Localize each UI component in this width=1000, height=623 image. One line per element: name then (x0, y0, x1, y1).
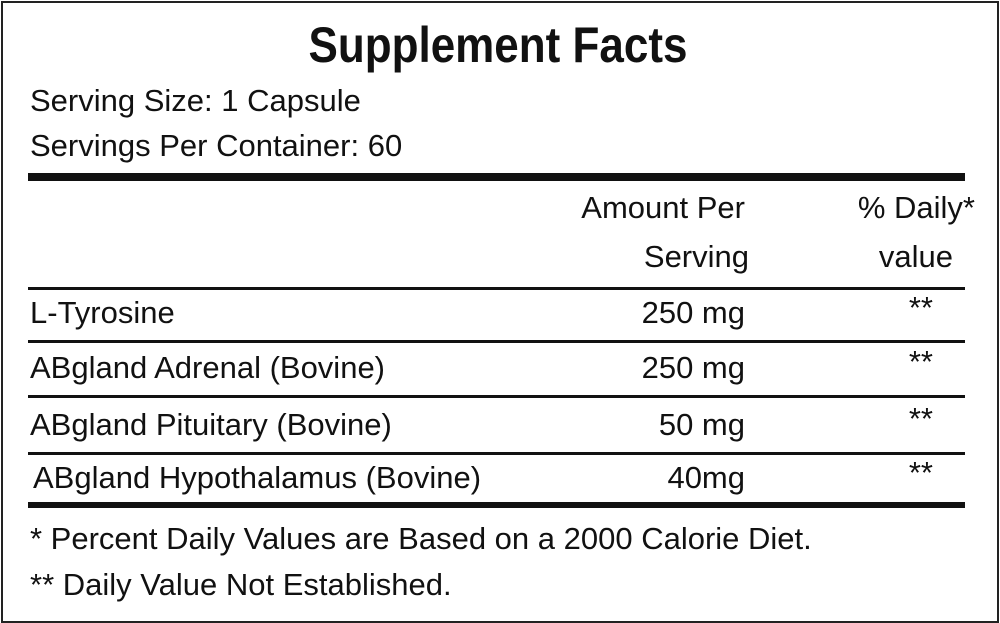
footnote-not-established: ** Daily Value Not Established. (30, 567, 452, 602)
ingredient-name: ABgland Adrenal (Bovine) (30, 350, 386, 385)
ingredient-dv: ** (908, 290, 933, 325)
ingredient-dv: ** (908, 455, 933, 490)
thick-divider (28, 173, 965, 181)
ingredient-name: ABgland Pituitary (Bovine) (30, 407, 392, 442)
ingredient-amount: 50 mg (658, 407, 745, 442)
servings-per-container: Servings Per Container: 60 (30, 128, 403, 163)
label-title: Supplement Facts (308, 17, 688, 73)
divider (28, 452, 965, 455)
ingredient-dv: ** (908, 401, 933, 436)
divider (28, 287, 965, 290)
ingredient-amount: 250 mg (641, 350, 745, 385)
amount-header-2: Serving (643, 239, 749, 274)
serving-size: Serving Size: 1 Capsule (30, 83, 361, 118)
divider (28, 340, 965, 343)
ingredient-name: L-Tyrosine (30, 295, 175, 330)
amount-header-1: Amount Per (581, 190, 745, 225)
ingredient-dv: ** (908, 344, 933, 379)
footnote-daily-values: * Percent Daily Values are Based on a 20… (30, 521, 812, 556)
ingredient-name: ABgland Hypothalamus (Bovine) (33, 460, 482, 495)
divider (28, 395, 965, 398)
ingredient-amount: 40mg (667, 460, 745, 495)
ingredient-amount: 250 mg (641, 295, 745, 330)
dv-header-1: % Daily* (857, 190, 975, 225)
dv-header-2: value (878, 239, 953, 274)
thick-divider (28, 502, 965, 508)
